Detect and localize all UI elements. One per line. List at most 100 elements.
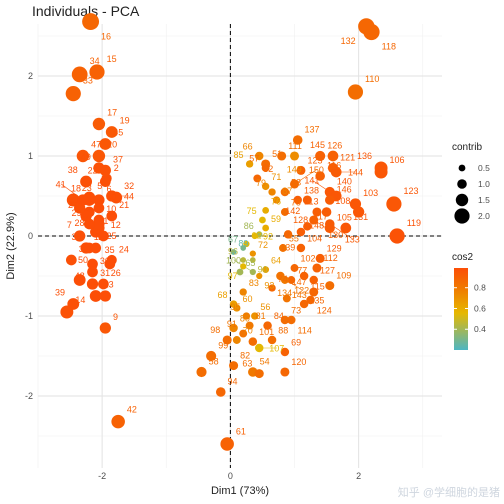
label-70: 70 <box>243 326 253 336</box>
point-137 <box>292 135 303 145</box>
label-57: 57 <box>249 154 259 164</box>
label-73: 73 <box>291 305 301 315</box>
label-50: 50 <box>78 255 88 265</box>
point-109 <box>325 281 335 291</box>
label-74: 74 <box>278 274 288 284</box>
label-45: 45 <box>113 128 123 138</box>
label-126: 126 <box>327 140 342 150</box>
label-67: 67 <box>228 235 238 245</box>
point-50 <box>90 242 102 254</box>
label-132: 132 <box>341 36 356 46</box>
label-64: 64 <box>271 256 281 266</box>
label-144: 144 <box>348 168 363 178</box>
label-46: 46 <box>87 280 97 290</box>
point-72 <box>249 250 256 257</box>
point-87 <box>272 196 281 204</box>
label-138: 138 <box>304 185 319 195</box>
label-33: 33 <box>83 76 93 86</box>
grid-lines <box>37 24 442 468</box>
legend-contrib-value: 1.5 <box>478 195 490 205</box>
point-49 <box>93 162 105 174</box>
label-106: 106 <box>390 155 405 165</box>
legend-contrib-title: contrib <box>452 142 482 153</box>
point-6 <box>93 194 105 206</box>
label-143: 143 <box>292 290 307 300</box>
point-83 <box>239 288 247 296</box>
point-102 <box>290 264 299 272</box>
point-42 <box>111 414 125 429</box>
point-98 <box>222 335 232 345</box>
label-37: 37 <box>113 154 123 164</box>
label-2: 2 <box>114 163 119 173</box>
label-7: 7 <box>67 220 72 230</box>
label-85: 85 <box>234 150 244 160</box>
label-121: 121 <box>340 152 355 162</box>
label-118: 118 <box>382 42 396 52</box>
point-97 <box>240 263 247 270</box>
point-34 <box>71 66 88 83</box>
label-107: 107 <box>269 344 284 354</box>
legend-cos2-value: 0.4 <box>474 324 486 334</box>
label-18: 18 <box>71 184 81 194</box>
point-69 <box>280 347 290 357</box>
label-89: 89 <box>238 239 248 249</box>
label-38: 38 <box>68 165 78 175</box>
point-44 <box>106 190 118 202</box>
label-134: 134 <box>277 288 292 298</box>
legend-cos2-title: cos2 <box>452 252 474 263</box>
watermark: 知乎 @学细胞的是猪 <box>398 485 500 499</box>
label-29: 29 <box>72 208 82 218</box>
legend-contrib-dot <box>455 193 469 207</box>
point-146 <box>324 195 335 205</box>
point-131 <box>340 222 352 234</box>
label-1: 1 <box>103 216 108 226</box>
point-31 <box>86 278 99 290</box>
label-149: 149 <box>287 165 302 175</box>
point-77 <box>287 276 296 284</box>
point-79 <box>268 188 276 196</box>
point-138 <box>293 195 302 205</box>
point-104 <box>296 243 306 253</box>
point-117 <box>303 222 312 231</box>
point-38 <box>80 175 93 188</box>
point-25 <box>93 218 105 230</box>
label-48: 48 <box>75 271 85 281</box>
point-41 <box>77 194 89 206</box>
point-92 <box>251 232 258 240</box>
label-36: 36 <box>72 232 82 242</box>
point-66 <box>254 151 264 161</box>
point-116 <box>315 171 325 181</box>
label-105: 105 <box>337 212 352 222</box>
label-103: 103 <box>363 188 378 198</box>
label-116: 116 <box>327 161 341 171</box>
label-137: 137 <box>305 125 320 135</box>
point-52 <box>253 174 262 183</box>
label-119: 119 <box>407 218 421 228</box>
label-22: 22 <box>88 166 98 176</box>
point-68 <box>229 300 238 308</box>
label-120: 120 <box>291 357 306 367</box>
label-122: 122 <box>294 285 309 295</box>
point-19 <box>105 126 118 138</box>
label-71: 71 <box>271 172 281 182</box>
point-15 <box>89 64 105 80</box>
point-12 <box>98 230 109 242</box>
label-92: 92 <box>263 232 273 242</box>
legend-cos2-value: 0.6 <box>474 303 486 313</box>
label-94: 94 <box>228 377 238 387</box>
label-142: 142 <box>285 206 300 216</box>
label-100: 100 <box>226 255 241 265</box>
label-135: 135 <box>309 296 324 306</box>
label-65: 65 <box>245 258 255 268</box>
y-tick-label: 1 <box>28 151 33 161</box>
label-3: 3 <box>79 244 84 254</box>
label-31: 31 <box>100 268 110 278</box>
point-94 <box>215 387 226 397</box>
point-110 <box>347 84 364 100</box>
label-66: 66 <box>243 141 253 151</box>
label-24: 24 <box>119 244 129 254</box>
point-71 <box>261 182 270 191</box>
point-135 <box>299 299 309 309</box>
label-52: 52 <box>263 164 273 174</box>
label-93: 93 <box>264 281 274 291</box>
